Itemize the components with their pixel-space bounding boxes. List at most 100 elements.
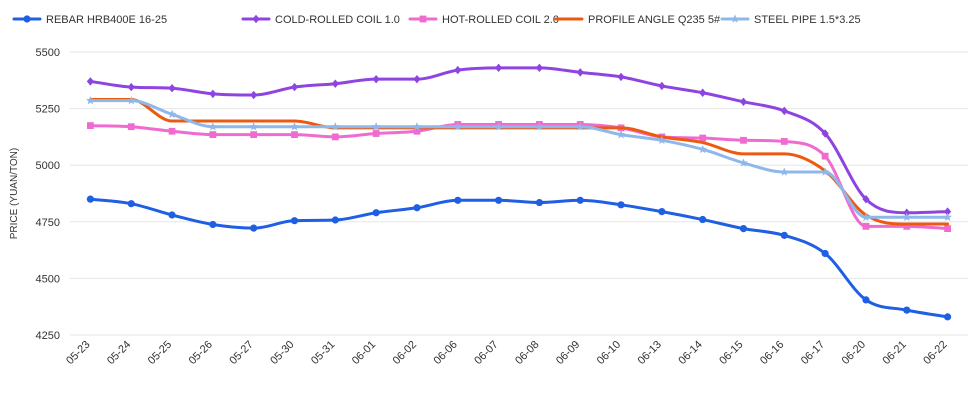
data-point <box>86 77 95 86</box>
legend-marker <box>419 15 427 23</box>
data-point <box>739 224 748 233</box>
data-point <box>494 63 503 73</box>
x-tick-label: 06-01 <box>350 339 378 367</box>
data-point <box>330 122 340 131</box>
data-point <box>494 122 503 131</box>
data-point <box>290 217 299 225</box>
data-point <box>699 134 707 142</box>
data-point <box>453 122 463 131</box>
data-point <box>290 82 299 92</box>
legend-label: COLD-ROLLED COIL 1.0 <box>275 14 400 26</box>
x-tick-label: 05-26 <box>187 339 215 367</box>
data-point <box>87 122 94 129</box>
data-point <box>698 144 708 154</box>
series-rebar-hrb400e-16-25 <box>86 195 952 321</box>
legend-label: STEEL PIPE 1.5*3.25 <box>754 14 861 26</box>
data-point <box>331 133 339 141</box>
data-point <box>862 194 870 204</box>
data-point <box>168 211 176 219</box>
legend-marker <box>730 14 740 23</box>
data-point <box>290 122 299 131</box>
data-point <box>943 313 952 321</box>
legend-marker <box>252 14 260 24</box>
data-point <box>127 200 135 208</box>
data-point <box>413 127 421 135</box>
data-point <box>413 74 421 84</box>
series-hot-rolled-coil-2-0 <box>87 121 951 232</box>
data-point <box>454 196 462 204</box>
data-point <box>903 306 911 314</box>
data-point <box>617 201 625 209</box>
y-tick-label: 4250 <box>36 330 60 342</box>
data-point <box>862 222 870 230</box>
legend-item-cold-rolled-coil-1-0: COLD-ROLLED COIL 1.0 <box>241 14 400 26</box>
gridlines <box>70 51 968 336</box>
data-point <box>780 138 788 145</box>
x-tick-label: 05-23 <box>64 339 92 367</box>
data-point <box>535 198 544 207</box>
data-point <box>494 196 503 204</box>
x-tick-label: 06-14 <box>676 339 704 367</box>
x-tick-label: 06-02 <box>391 339 419 367</box>
y-axis-ticks: 4250 4500 4750 5000 5250 5500 <box>36 47 60 342</box>
series-layer <box>86 63 952 321</box>
y-tick-label: 4750 <box>36 217 60 229</box>
data-point <box>576 68 584 77</box>
data-point <box>576 196 584 204</box>
data-point <box>862 296 870 304</box>
series-cold-rolled-coil-1-0 <box>86 63 952 217</box>
x-tick-label: 06-08 <box>513 339 541 367</box>
data-point <box>943 207 952 216</box>
series-line-rebar-hrb400e-16-25 <box>88 197 950 319</box>
data-point <box>821 152 829 160</box>
x-tick-label: 06-22 <box>921 339 949 367</box>
data-point <box>249 122 259 131</box>
series-steel-pipe-1-5-3-25 <box>86 96 952 221</box>
data-point <box>291 131 298 139</box>
data-point <box>372 130 380 137</box>
data-point <box>126 96 136 105</box>
legend-marker <box>23 15 31 23</box>
y-tick-label: 5250 <box>36 104 60 116</box>
data-point <box>371 122 381 131</box>
series-line-hot-rolled-coil-2-0 <box>88 122 950 231</box>
data-point <box>658 81 666 91</box>
x-tick-label: 06-21 <box>881 339 909 367</box>
series-line-profile-angle-q235-5 <box>88 98 950 226</box>
x-tick-label: 06-10 <box>595 339 623 367</box>
x-tick-label: 06-09 <box>554 339 582 367</box>
x-tick-label: 06-17 <box>799 339 827 367</box>
x-tick-label: 06-20 <box>840 339 868 367</box>
data-point <box>657 135 667 145</box>
x-tick-label: 05-30 <box>268 339 296 367</box>
legend: REBAR HRB400E 16-25 COLD-ROLLED COIL 1.0 H… <box>12 14 861 26</box>
x-tick-label: 06-06 <box>432 339 460 367</box>
data-point <box>861 212 871 221</box>
data-point <box>167 109 177 118</box>
data-point <box>616 130 626 139</box>
data-point <box>168 84 176 93</box>
data-point <box>820 167 830 176</box>
data-point <box>944 225 951 232</box>
x-tick-label: 05-27 <box>227 339 255 367</box>
data-point <box>86 195 95 203</box>
data-point <box>209 131 217 139</box>
data-point <box>86 96 95 105</box>
data-point <box>250 90 258 100</box>
data-point <box>250 224 258 232</box>
y-tick-label: 5000 <box>36 160 60 172</box>
data-point <box>699 215 707 224</box>
legend-label: PROFILE ANGLE Q235 5# <box>588 14 721 26</box>
data-point <box>780 231 788 239</box>
data-point <box>739 97 748 107</box>
y-tick-label: 4500 <box>36 273 60 285</box>
x-tick-label: 05-24 <box>105 339 133 367</box>
data-point <box>250 131 258 139</box>
y-axis-title: PRICE (YUAN/TON) <box>9 148 20 240</box>
series-profile-angle-q235-5 <box>88 98 950 226</box>
legend-item-rebar-hrb400e-16-25: REBAR HRB400E 16-25 <box>12 14 167 26</box>
x-tick-label: 06-13 <box>636 339 664 367</box>
data-point <box>168 127 176 135</box>
